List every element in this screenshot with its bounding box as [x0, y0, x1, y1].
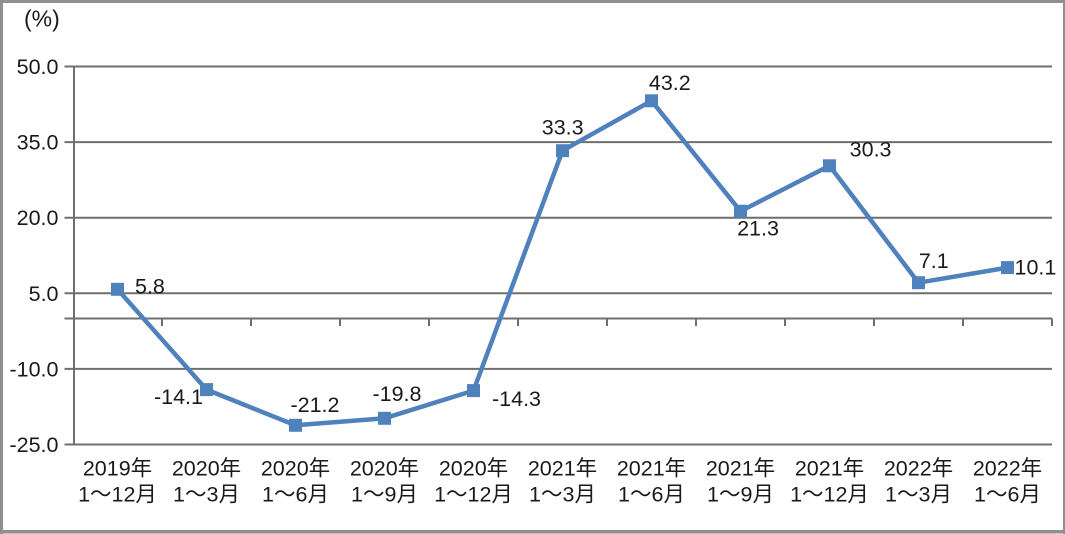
svg-text:21.3: 21.3 [737, 217, 779, 241]
svg-text:2022年: 2022年 [973, 457, 1042, 481]
svg-text:33.3: 33.3 [542, 116, 584, 140]
svg-text:(%): (%) [24, 6, 60, 32]
svg-text:1～6月: 1～6月 [974, 483, 1041, 507]
svg-text:10.1: 10.1 [1015, 256, 1057, 280]
svg-text:20.0: 20.0 [17, 206, 59, 230]
svg-text:2020年: 2020年 [350, 457, 419, 481]
svg-text:30.3: 30.3 [850, 138, 892, 162]
svg-text:1～3月: 1～3月 [885, 483, 952, 507]
svg-text:7.1: 7.1 [919, 249, 949, 273]
svg-text:1～9月: 1～9月 [351, 483, 418, 507]
svg-text:2020年: 2020年 [172, 457, 241, 481]
svg-text:-14.1: -14.1 [154, 385, 203, 409]
svg-text:2019年: 2019年 [83, 457, 152, 481]
svg-text:-10.0: -10.0 [9, 357, 58, 381]
svg-text:1～12月: 1～12月 [434, 483, 513, 507]
svg-text:50.0: 50.0 [17, 55, 59, 79]
svg-text:1～6月: 1～6月 [618, 483, 685, 507]
svg-text:1～3月: 1～3月 [529, 483, 596, 507]
svg-text:-21.2: -21.2 [290, 393, 339, 417]
svg-text:1～12月: 1～12月 [790, 483, 869, 507]
svg-text:43.2: 43.2 [649, 71, 691, 95]
svg-text:2021年: 2021年 [617, 457, 686, 481]
svg-text:2021年: 2021年 [706, 457, 775, 481]
svg-text:2022年: 2022年 [884, 457, 953, 481]
svg-text:-14.3: -14.3 [492, 387, 541, 411]
svg-text:-19.8: -19.8 [372, 382, 421, 406]
svg-text:-25.0: -25.0 [9, 433, 58, 457]
svg-text:35.0: 35.0 [17, 131, 59, 155]
svg-text:2021年: 2021年 [795, 457, 864, 481]
svg-text:5.0: 5.0 [29, 282, 59, 306]
svg-text:1～12月: 1～12月 [78, 483, 157, 507]
svg-text:2020年: 2020年 [261, 457, 330, 481]
svg-text:1～3月: 1～3月 [173, 483, 240, 507]
svg-text:1～6月: 1～6月 [262, 483, 329, 507]
svg-text:2020年: 2020年 [439, 457, 508, 481]
svg-text:5.8: 5.8 [135, 275, 165, 299]
svg-text:2021年: 2021年 [528, 457, 597, 481]
svg-text:1～9月: 1～9月 [707, 483, 774, 507]
